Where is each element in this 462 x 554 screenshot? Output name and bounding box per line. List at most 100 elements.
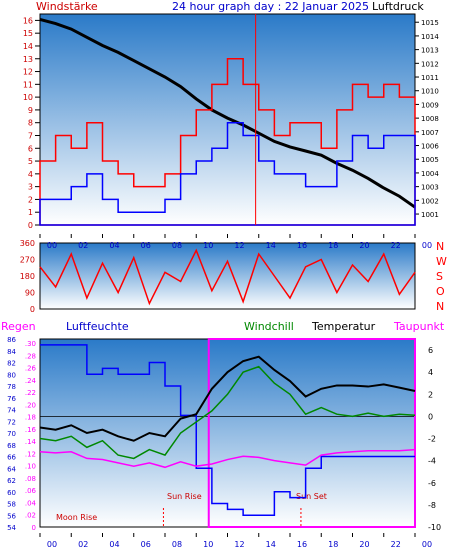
humidity-ytick-label: 70	[7, 430, 16, 438]
humidity-ytick-label: 62	[7, 477, 16, 485]
humidity-ytick-label: 58	[7, 501, 16, 509]
wind-xtick-label: 06	[141, 241, 151, 250]
wind-ytick-label: 5	[28, 157, 33, 166]
wind-ytick-label: 1	[28, 208, 33, 217]
temp-ytick-label: 2	[428, 390, 433, 399]
humidity-ytick-label: 54	[7, 524, 16, 532]
label-moon-rise: Moon Rise	[56, 513, 97, 522]
pressure-ytick-label: 1013	[421, 47, 439, 55]
pressure-ytick-label: 1015	[421, 19, 439, 27]
wind-ytick-label: 13	[23, 55, 33, 64]
temp-xtick-label: 16	[297, 540, 307, 549]
direction-ytick-label: 90	[25, 289, 35, 298]
wind-ytick-label: 7	[28, 131, 33, 140]
taupunkt-line	[39, 448, 416, 469]
header-left: Windstärke	[36, 0, 98, 13]
wind-xtick-label: 18	[328, 241, 338, 250]
direction-letter: W	[436, 255, 447, 268]
regen-ytick-label: .22	[25, 389, 36, 397]
pressure-ytick-label: 1005	[421, 156, 439, 164]
panel-humidity-temperature	[39, 338, 416, 528]
direction-ytick-label: 180	[20, 272, 35, 281]
header-right: Luftdruck	[372, 0, 424, 13]
wind-xtick-label: 20	[359, 241, 369, 250]
direction-letter: N	[436, 300, 444, 313]
humidity-ytick-label: 64	[7, 465, 16, 473]
temp-xtick-label: 12	[234, 540, 244, 549]
chart-marks: 0123456789101112131415161001100210031004…	[7, 14, 447, 549]
temp-ytick-label: -4	[428, 457, 436, 466]
regen-ytick-label: .30	[25, 340, 36, 348]
label-luftfeuchte: Luftfeuchte	[66, 320, 129, 333]
regen-ytick-label: .18	[25, 414, 36, 422]
humidity-ytick-label: 68	[7, 442, 16, 450]
wind-ytick-label: 15	[23, 29, 33, 38]
pressure-ytick-label: 1006	[421, 143, 439, 151]
wind-xtick-label: 08	[172, 241, 182, 250]
wind-xtick-label: 16	[297, 241, 307, 250]
wind-ytick-label: 0	[28, 221, 33, 230]
pressure-ytick-label: 1003	[421, 184, 439, 192]
humidity-ytick-label: 78	[7, 383, 16, 391]
wind-ytick-label: 6	[28, 144, 33, 153]
wind-xtick-label: 22	[391, 241, 401, 250]
humidity-ytick-label: 56	[7, 512, 16, 520]
humidity-line	[40, 344, 415, 516]
header-center: 24 hour graph day : 22 Januar 2025	[172, 0, 369, 13]
wind-ytick-label: 14	[23, 42, 33, 51]
regen-ytick-label: .24	[25, 377, 37, 385]
daylight-box	[207, 338, 416, 528]
humidity-ytick-label: 84	[7, 348, 16, 356]
wind-ytick-label: 11	[23, 80, 33, 89]
label-sun-rise: Sun Rise	[167, 492, 202, 501]
humidity-ytick-label: 82	[7, 360, 16, 368]
wind-ytick-label: 4	[28, 170, 33, 179]
wind-line	[39, 121, 416, 226]
temp-xtick-label: 08	[172, 540, 182, 549]
temp-xtick-label: 00	[47, 540, 57, 549]
temp-xtick-label: 02	[78, 540, 88, 549]
temp-ytick-label: -2	[428, 435, 436, 444]
wind-xtick-label: 14	[266, 241, 276, 250]
temperatur-line	[39, 355, 416, 442]
regen-ytick-label: 0	[32, 524, 36, 532]
temp-xtick-label: 06	[141, 540, 151, 549]
temp-xtick-label: 22	[391, 540, 401, 549]
temp-ytick-label: 6	[428, 346, 433, 355]
temp-xtick-label: 20	[359, 540, 369, 549]
direction-letter: S	[436, 270, 443, 283]
regen-ytick-label: .20	[25, 401, 36, 409]
humidity-ytick-label: 72	[7, 418, 16, 426]
pressure-ytick-label: 1012	[421, 60, 439, 68]
wind-xtick-label: 00	[422, 241, 432, 250]
label-temperatur: Temperatur	[311, 320, 376, 333]
wind-ytick-label: 8	[28, 119, 33, 128]
wind-ytick-label: 3	[28, 183, 33, 192]
humidity-ytick-label: 60	[7, 489, 16, 497]
humidity-ytick-label: 66	[7, 454, 16, 462]
temp-xtick-label: 18	[328, 540, 338, 549]
direction-ytick-label: 0	[30, 305, 35, 314]
humidity-ytick-label: 86	[7, 336, 16, 344]
regen-ytick-label: .16	[25, 426, 37, 434]
temp-xtick-label: 14	[266, 540, 276, 549]
humidity-ytick-label: 80	[7, 371, 16, 379]
regen-ytick-label: .12	[25, 450, 36, 458]
direction-letter: N	[436, 240, 444, 253]
temp-ytick-label: 4	[428, 368, 433, 377]
pressure-ytick-label: 1009	[421, 101, 439, 109]
pressure-ytick-label: 1010	[421, 88, 439, 96]
temp-ytick-label: 0	[428, 412, 433, 421]
wind-ytick-label: 2	[28, 195, 33, 204]
regen-ytick-label: .26	[25, 365, 37, 373]
pressure-ytick-label: 1014	[421, 33, 439, 41]
pressure-ytick-label: 1002	[421, 197, 439, 205]
regen-ytick-label: .14	[25, 438, 37, 446]
wind-xtick-label: 12	[234, 241, 244, 250]
direction-ytick-label: 360	[20, 239, 35, 248]
pressure-line	[39, 18, 416, 209]
wind-ytick-label: 16	[23, 16, 33, 25]
regen-ytick-label: .10	[25, 463, 36, 471]
